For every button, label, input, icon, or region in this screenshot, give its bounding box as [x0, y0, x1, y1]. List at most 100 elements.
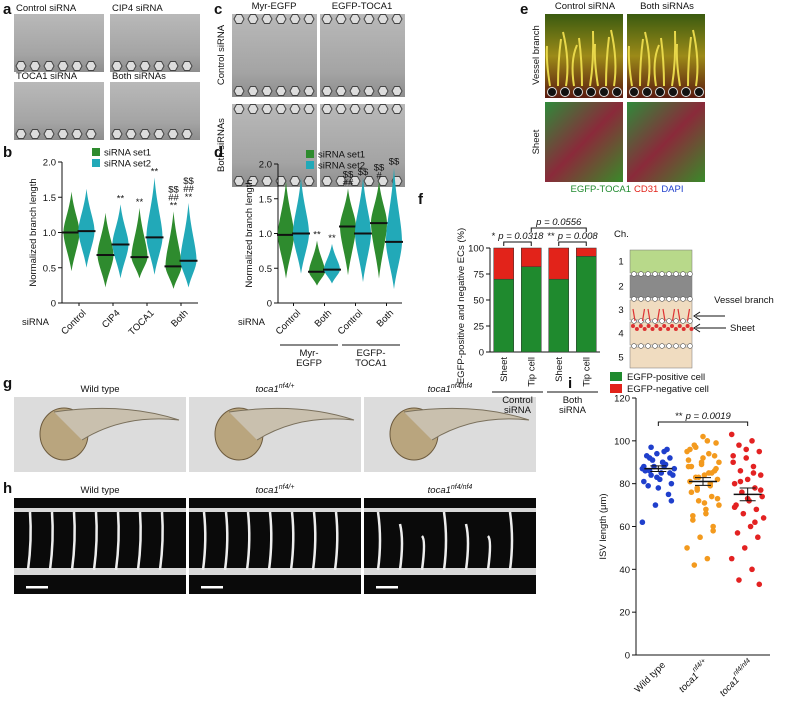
- x-tick-label: Both: [313, 308, 335, 330]
- pillar: [363, 176, 375, 186]
- y-tick-label: 100: [468, 244, 484, 255]
- isv: [398, 523, 404, 571]
- pillar: [275, 14, 287, 24]
- data-point: [728, 555, 735, 562]
- isv: [48, 511, 54, 571]
- pillar: [638, 343, 644, 349]
- pillar: [181, 61, 193, 71]
- data-point: [685, 457, 692, 463]
- sheet-cell: [662, 324, 667, 328]
- data-point: [710, 527, 716, 534]
- panel-label: i: [568, 375, 572, 392]
- pillar: [233, 86, 245, 96]
- x-axis-title: siRNA: [238, 317, 266, 328]
- isv: [267, 511, 273, 571]
- p-value: p = 0.0019: [685, 411, 732, 422]
- group-label: Both: [563, 395, 583, 406]
- pillar: [631, 318, 637, 324]
- stain-legend: EGFP-TOCA1 CD31 DAPI: [570, 184, 683, 195]
- data-point: [703, 506, 709, 513]
- legend-swatch: [92, 148, 100, 156]
- group-label: EGFP: [296, 358, 322, 369]
- vessel-sprout: [644, 31, 651, 87]
- x-tick-label: Sheet: [499, 357, 510, 382]
- data-point: [649, 457, 656, 463]
- data-point: [694, 487, 700, 493]
- pillar: [642, 87, 652, 97]
- data-point: [716, 502, 722, 508]
- data-point: [700, 455, 706, 461]
- column-title: Control siRNA: [555, 1, 616, 12]
- sheet-cell: [654, 324, 659, 328]
- genotype-superscript: nf4/+: [691, 657, 707, 673]
- pillar: [15, 129, 27, 139]
- pillar: [57, 129, 69, 139]
- pillar: [631, 296, 637, 302]
- pillar: [631, 343, 637, 349]
- significance: #: [376, 170, 382, 181]
- channel: [629, 299, 693, 321]
- data-point: [692, 444, 699, 451]
- p-value: p = 0.0556: [535, 217, 582, 228]
- data-point: [704, 555, 711, 562]
- legend-label: EGFP-negative cell: [627, 384, 709, 395]
- pillar: [289, 86, 301, 96]
- pillar: [687, 271, 693, 277]
- vessel-sprout: [578, 37, 583, 87]
- pillar: [638, 271, 644, 277]
- data-point: [697, 534, 703, 541]
- group-label: siRNA: [504, 405, 532, 416]
- vessel-sprout: [562, 31, 569, 87]
- pillar: [247, 104, 259, 114]
- significance: **: [675, 411, 683, 422]
- genotype-base: toca1: [718, 675, 742, 699]
- image-title: Wild type: [80, 384, 119, 395]
- violin: [97, 212, 114, 288]
- pillar: [645, 296, 651, 302]
- channel-number: 2: [618, 282, 623, 293]
- y-axis-title: Normalized branch length: [244, 179, 255, 287]
- pillar: [29, 129, 41, 139]
- pillar: [680, 271, 686, 277]
- channel-number: 4: [618, 329, 623, 340]
- violin: [371, 181, 387, 279]
- data-point: [703, 510, 709, 517]
- y-tick-label: 80: [619, 479, 630, 490]
- pillar: [153, 129, 165, 139]
- legend-label: siRNA set2: [318, 161, 365, 172]
- bracket: [530, 227, 587, 232]
- genotype-superscript: nf4/nf4: [732, 657, 752, 677]
- pillar: [261, 104, 273, 114]
- data-point: [713, 440, 719, 446]
- pillar: [303, 176, 315, 186]
- vessel-sprout: [589, 30, 595, 87]
- data-point: [750, 463, 757, 470]
- isv: [333, 511, 339, 571]
- vessel-sprout: [605, 36, 610, 87]
- pillar: [377, 86, 389, 96]
- data-point: [708, 470, 715, 476]
- data-point: [752, 519, 758, 526]
- column-title: EGFP-TOCA1: [332, 1, 393, 12]
- vessel-sprout: [571, 44, 578, 87]
- data-point: [691, 562, 698, 568]
- data-point: [701, 500, 708, 506]
- pillar: [335, 14, 347, 24]
- pillar: [321, 14, 333, 24]
- column-title: Myr-EGFP: [252, 1, 297, 12]
- sheet-cell: [681, 327, 686, 331]
- bar-segment: [576, 256, 597, 353]
- pillar: [687, 343, 693, 349]
- sheet-cell: [638, 324, 643, 328]
- pillar: [71, 61, 83, 71]
- vessel-sprout: [660, 37, 665, 87]
- legend-swatch: [610, 384, 622, 393]
- y-tick-label: 20: [619, 608, 630, 619]
- sheet-cell: [673, 327, 678, 331]
- embryo-tail: [228, 407, 355, 441]
- x-axis-title: siRNA: [22, 317, 50, 328]
- pillar: [363, 14, 375, 24]
- pillar: [673, 318, 679, 324]
- y-tick-label: 2.0: [43, 158, 56, 169]
- violin: [131, 207, 148, 279]
